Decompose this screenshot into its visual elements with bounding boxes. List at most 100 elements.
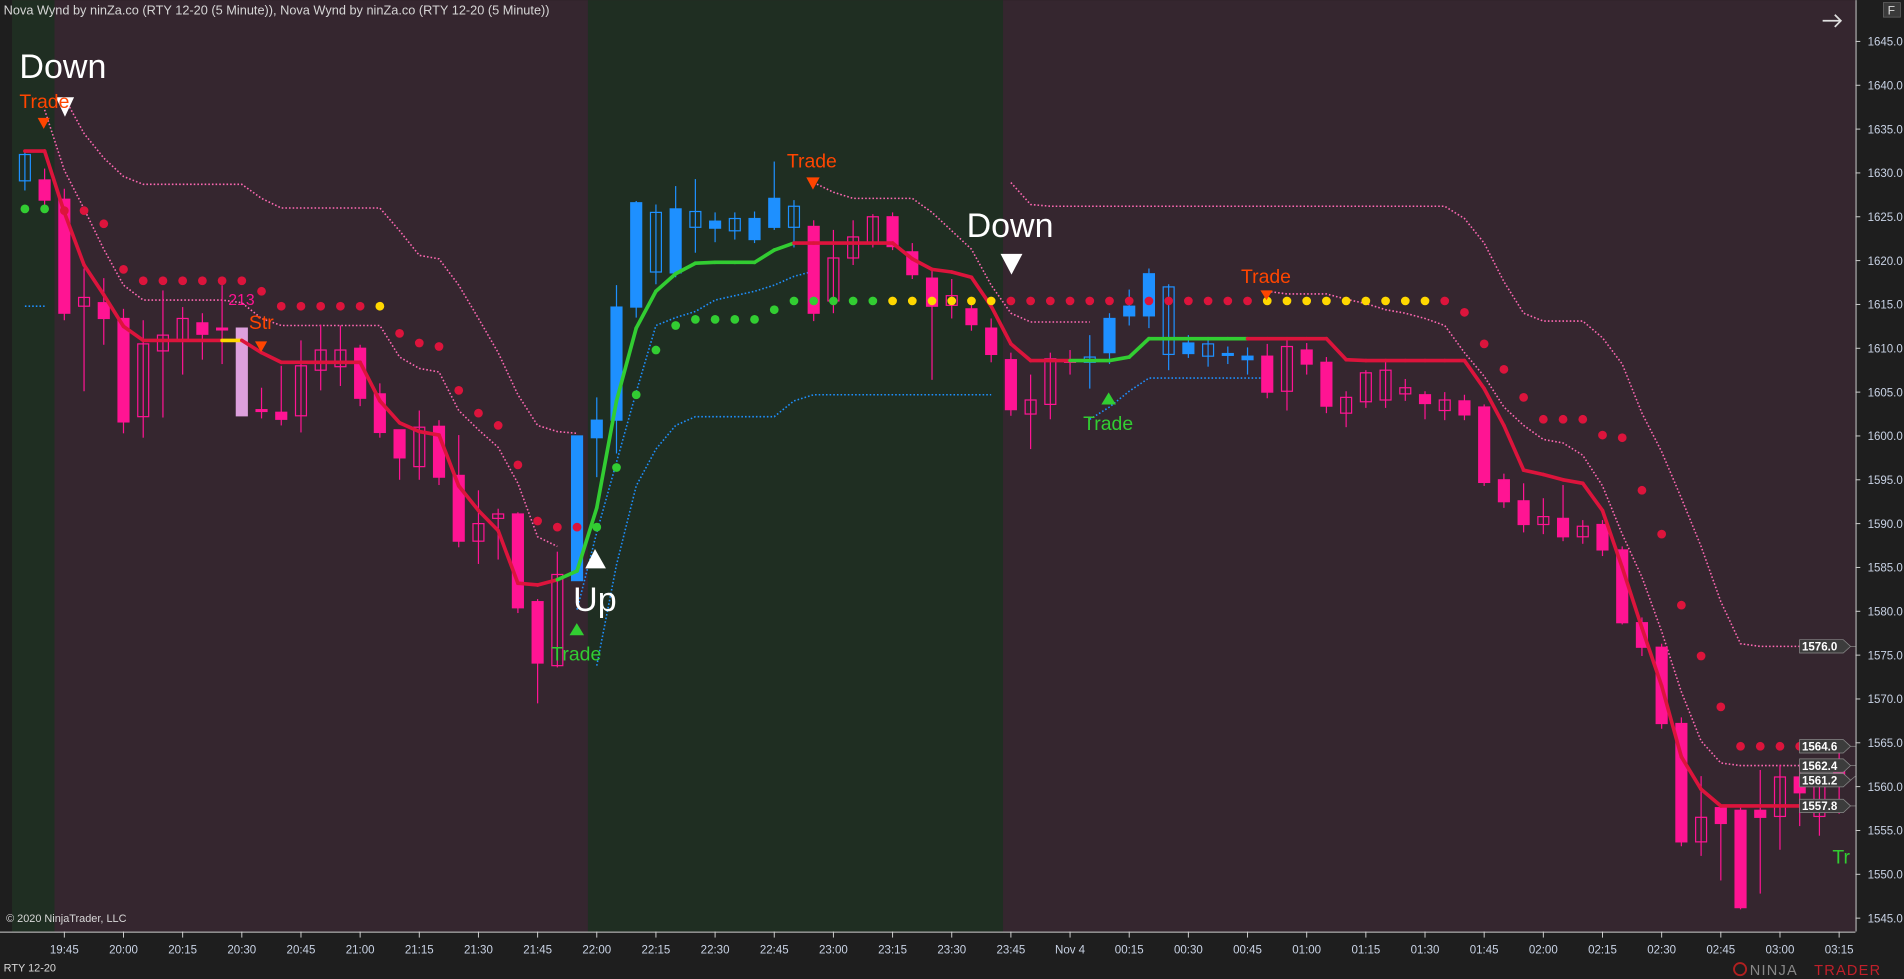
candle <box>570 435 584 582</box>
trailing-stop-dot <box>1006 296 1016 306</box>
price-tick-label: 1585.0 <box>1868 563 1903 575</box>
candle <box>1123 305 1136 317</box>
trailing-stop-dot <box>1716 702 1726 712</box>
trailing-stop-dot <box>1243 296 1252 306</box>
candle <box>1320 361 1333 407</box>
price-tick-label: 1565.0 <box>1868 738 1903 750</box>
candle <box>1695 816 1708 843</box>
trend-line-segment <box>614 326 639 403</box>
trend-line-segment <box>693 260 717 266</box>
stop-arrow-icon <box>255 341 268 353</box>
trend-line-segment <box>930 267 954 274</box>
trend-line-segment <box>1344 357 1368 363</box>
time-tick-label: 00:15 <box>1115 944 1144 956</box>
candle <box>492 513 505 519</box>
trend-line-segment <box>358 360 382 403</box>
trailing-stop-dot <box>1124 296 1134 306</box>
f-button[interactable]: F <box>1882 2 1901 18</box>
scroll-to-end-button[interactable] <box>1822 14 1843 28</box>
time-tick-label: 02:00 <box>1529 944 1558 956</box>
trailing-stop-dot <box>493 421 503 430</box>
candle <box>787 205 801 228</box>
candle <box>689 210 702 228</box>
svg-text:F: F <box>1888 4 1895 18</box>
pink-band-line <box>1267 290 1840 767</box>
candle <box>1556 517 1570 538</box>
time-tick-label: 03:00 <box>1766 944 1795 956</box>
price-tick-label: 1615.0 <box>1868 300 1903 312</box>
candle <box>768 197 781 228</box>
trailing-stop-dot <box>612 463 621 472</box>
candle <box>945 295 958 306</box>
candle <box>1202 343 1215 357</box>
trailing-stop-dot <box>1322 296 1331 306</box>
price-marker-label: 1562.4 <box>1802 761 1838 773</box>
trailing-stop-dot <box>1657 529 1667 539</box>
time-tick-label: 20:15 <box>168 944 197 956</box>
trailing-stop-dot <box>927 296 937 306</box>
candle <box>709 220 722 229</box>
trade-down-label: Trade <box>1241 266 1291 288</box>
trend-line-segment <box>1482 386 1506 428</box>
trailing-stop-dot <box>730 314 740 324</box>
candle <box>1182 342 1195 355</box>
price-marker-label: 1576.0 <box>1802 642 1837 654</box>
trend-line-segment <box>42 149 67 215</box>
trailing-stop-dot <box>355 301 365 311</box>
time-tick-label: 21:30 <box>464 944 493 956</box>
trend-line-segment <box>752 248 777 265</box>
svg-text:TRADER: TRADER <box>1814 963 1881 979</box>
trend-line-segment <box>496 528 520 586</box>
svg-text:NINJA: NINJA <box>1750 963 1798 979</box>
trailing-stop-dot <box>691 314 700 324</box>
trailing-stop-dot <box>217 276 227 286</box>
time-tick-label: 21:15 <box>405 944 434 956</box>
trailing-stop-dot <box>631 390 641 400</box>
candle <box>334 349 347 368</box>
trailing-stop-dot <box>79 206 89 216</box>
trailing-stop-dot <box>750 314 759 324</box>
trailing-stop-dot <box>1460 307 1469 317</box>
trend-line-segment <box>1009 342 1033 363</box>
trend-line-segment <box>101 292 126 329</box>
trailing-stop-dot <box>178 276 188 286</box>
price-tick-label: 1600.0 <box>1868 431 1903 443</box>
trailing-stop-dot <box>1302 296 1312 306</box>
trend-line-segment <box>378 399 402 425</box>
trend-line-segment <box>1107 355 1132 363</box>
trailing-stop-dot <box>809 296 819 306</box>
price-axis[interactable]: 1545.0 1550.0 1555.0 1560.0 1565.0 1570.0 1575… <box>1855 37 1903 926</box>
time-tick-label: 22:00 <box>582 944 611 956</box>
price-tick-label: 1570.0 <box>1868 694 1903 706</box>
time-tick-label: 01:15 <box>1351 944 1380 956</box>
trailing-stop-dot <box>375 301 385 311</box>
time-tick-label: 19:45 <box>50 944 79 956</box>
price-tick-label: 1625.0 <box>1868 212 1903 224</box>
trend-line-segment <box>1462 358 1486 391</box>
trend-line-segment <box>62 210 86 267</box>
candle <box>294 365 308 417</box>
trend-line-segment <box>1580 481 1605 513</box>
trend-line-segment <box>673 261 698 276</box>
time-axis[interactable]: 19:45 20:00 20:15 20:30 20:45 21:00 21:15 21:30… <box>50 931 1854 957</box>
candle <box>630 202 643 308</box>
blue-band-line <box>1089 377 1268 420</box>
candle <box>235 327 248 417</box>
pink-band-line <box>43 109 558 548</box>
trend-line-segment <box>1521 468 1546 477</box>
candle <box>551 573 564 667</box>
time-tick-label: 23:15 <box>878 944 907 956</box>
candle <box>196 322 209 335</box>
trailing-stop-dot <box>1440 296 1450 306</box>
trailing-stop-dot <box>671 321 681 330</box>
candle <box>314 349 327 371</box>
price-tick-label: 1605.0 <box>1868 387 1903 399</box>
uptrend-zone <box>12 0 55 932</box>
trailing-stop-dot <box>257 286 266 296</box>
trailing-stop-dot <box>947 296 957 306</box>
trailing-stop-dot <box>59 206 69 216</box>
price-tick-label: 1610.0 <box>1868 344 1903 356</box>
candle <box>1261 355 1274 393</box>
candle <box>1458 400 1471 416</box>
